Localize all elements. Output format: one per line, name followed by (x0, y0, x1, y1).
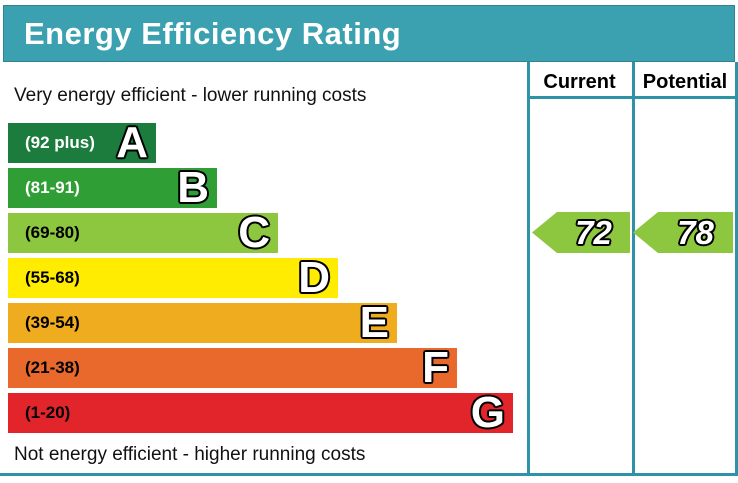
band-b: (81-91) B (8, 163, 217, 212)
band-f-letter: F (422, 343, 449, 392)
current-rating-value: 72 (575, 214, 612, 251)
potential-rating-arrow: 78 (633, 212, 733, 253)
band-b-range-label: (81-91) (25, 178, 80, 197)
band-g-range-label: (1-20) (25, 403, 71, 422)
top-note: Very energy efficient - lower running co… (14, 85, 367, 106)
table-header-underline (527, 96, 738, 99)
band-d-letter: D (298, 253, 330, 302)
band-d: (55-68) D (8, 253, 338, 302)
band-c-range-label: (69-80) (25, 223, 80, 242)
table-border-right (735, 62, 738, 476)
band-a: (92 plus) A (8, 118, 156, 167)
bottom-note: Not energy efficient - higher running co… (14, 444, 366, 465)
table-divider-mid (632, 62, 635, 476)
potential-rating-value: 78 (677, 214, 714, 251)
band-d-range-label: (55-68) (25, 268, 80, 287)
chart-title: Energy Efficiency Rating (24, 15, 402, 51)
chart-bottom-border (0, 473, 738, 476)
band-e-letter: E (359, 298, 389, 347)
band-e-range-label: (39-54) (25, 313, 80, 332)
table-border-left (527, 62, 530, 476)
band-f: (21-38) F (8, 343, 457, 392)
band-a-letter: A (116, 118, 148, 167)
band-c-letter: C (238, 208, 270, 257)
band-e: (39-54) E (8, 298, 397, 347)
band-c: (69-80) C (8, 208, 278, 257)
band-g: (1-20) G (8, 388, 513, 437)
current-rating-arrow: 72 (532, 212, 630, 253)
potential-column-header: Potential (642, 70, 728, 93)
band-f-range-label: (21-38) (25, 358, 80, 377)
chart-title-bar: Energy Efficiency Rating (3, 5, 735, 62)
band-b-letter: B (177, 163, 209, 212)
band-g-letter: G (470, 388, 505, 437)
current-column-header: Current (543, 70, 616, 93)
band-a-range-label: (92 plus) (25, 133, 95, 152)
